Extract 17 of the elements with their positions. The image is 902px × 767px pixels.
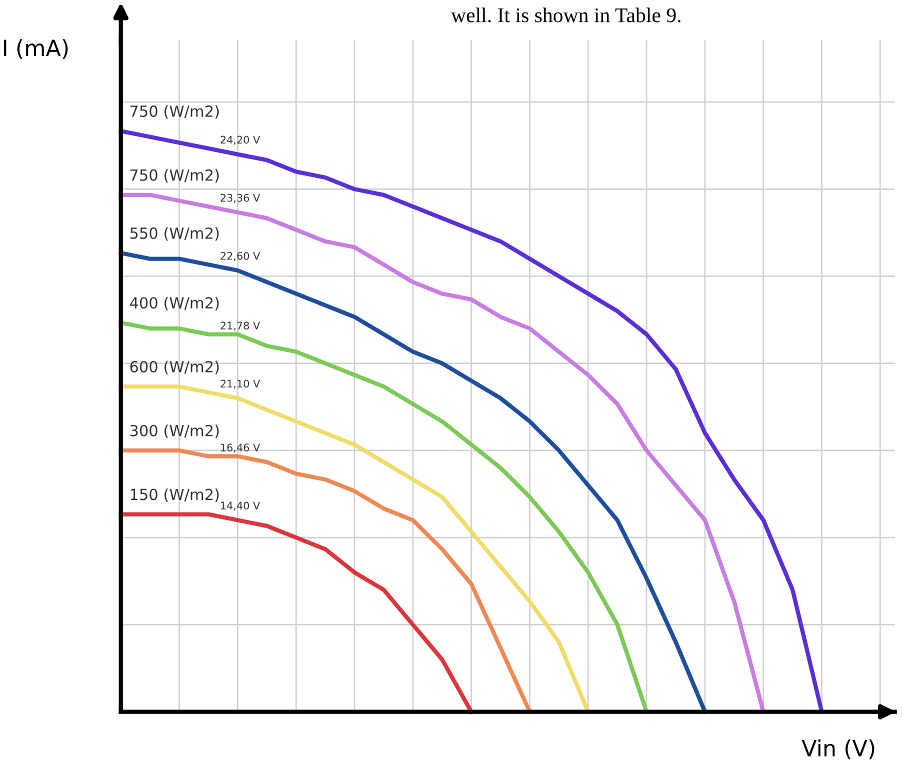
- annotation: 21,10 V: [220, 380, 260, 389]
- x-axis-title: Vin (V): [802, 739, 874, 760]
- series-label: 300 (W/m2): [130, 424, 219, 438]
- series-label: 600 (W/m2): [130, 360, 219, 374]
- annotation: 16,46 V: [221, 444, 260, 453]
- y-axis-title: I (mA): [4, 39, 68, 59]
- series-label: 750 (W/m2): [130, 105, 219, 119]
- series-label: 550 (W/m2): [130, 227, 219, 241]
- annotation: 14,40 V: [221, 502, 260, 511]
- series-label: 750 (W/m2): [130, 169, 219, 183]
- annotation: 24,20 V: [220, 136, 260, 145]
- text: well. It is shown in Table 9.: [451, 8, 680, 22]
- annotation: 23,36 V: [220, 194, 260, 203]
- annotation: 22,60 V: [220, 252, 260, 261]
- series-label: 400 (W/m2): [130, 296, 219, 310]
- series-label: 150 (W/m2): [130, 488, 219, 502]
- annotation: 21,78 V: [220, 322, 260, 331]
